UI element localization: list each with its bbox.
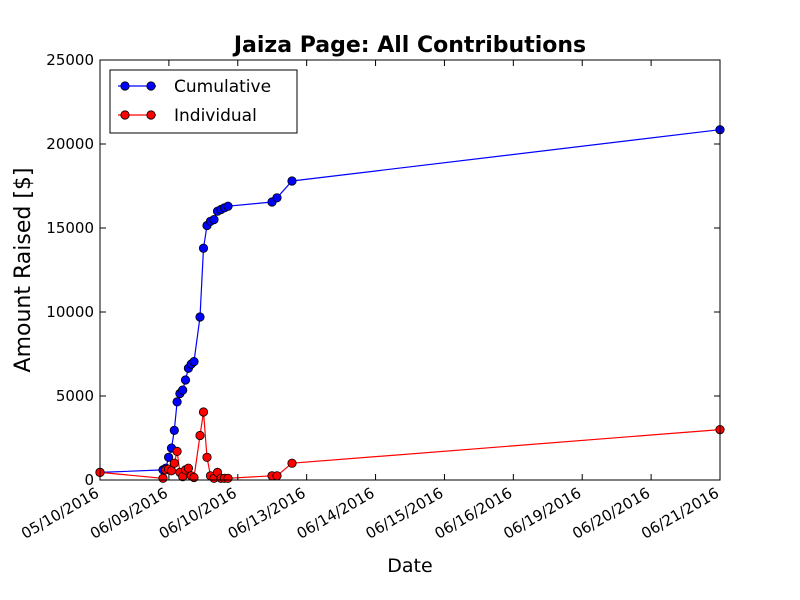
legend-box [109, 69, 298, 134]
chart-title: Jaiza Page: All Contributions [232, 33, 586, 58]
data-point-individual [183, 463, 193, 473]
x-axis-label: Date [387, 555, 432, 577]
y-axis-label: Amount Raised [$] [11, 168, 36, 373]
legend-marker-cumulative [146, 81, 156, 91]
data-point-cumulative [209, 215, 219, 225]
legend: Cumulative Individual [109, 69, 298, 134]
data-point-cumulative [287, 176, 297, 186]
data-point-individual [272, 471, 282, 481]
data-point-individual [198, 407, 209, 417]
data-point-individual [158, 473, 168, 483]
legend-marker-cumulative [120, 81, 130, 91]
data-point-cumulative [223, 201, 233, 211]
legend-marker-individual [146, 110, 156, 120]
data-point-cumulative [164, 452, 174, 462]
data-point-cumulative [198, 243, 209, 253]
data-point-cumulative [180, 375, 191, 385]
y-tick-label: 20000 [46, 135, 94, 153]
data-point-individual [166, 466, 177, 476]
data-point-cumulative [272, 193, 282, 203]
data-point-individual [172, 446, 182, 456]
y-tick-label: 0 [84, 471, 94, 489]
data-point-individual [202, 452, 212, 462]
data-point-individual [287, 458, 297, 468]
y-tick-label: 10000 [46, 303, 94, 321]
data-point-cumulative [195, 312, 205, 322]
data-point-individual [223, 473, 233, 483]
data-point-individual [195, 430, 205, 441]
legend-label-cumulative: Cumulative [174, 77, 271, 97]
y-tick-label: 5000 [56, 387, 94, 405]
series-layer [95, 125, 725, 483]
data-point-cumulative [178, 385, 188, 395]
legend-label-individual: Individual [174, 106, 257, 126]
data-point-individual [169, 458, 179, 468]
data-point-cumulative [169, 425, 179, 435]
y-tick-label: 25000 [46, 51, 94, 69]
y-axis: 0 5000 10000 15000 20000 25000 [46, 51, 720, 489]
y-tick-label: 15000 [46, 219, 94, 237]
data-point-cumulative [189, 356, 199, 367]
legend-marker-individual [120, 110, 130, 120]
plot-frame [99, 59, 721, 481]
data-point-cumulative [172, 397, 182, 407]
